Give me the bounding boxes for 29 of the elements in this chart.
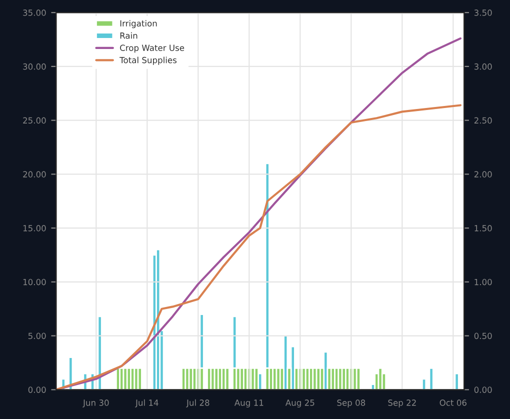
x-tick-label: Aug 25 [285,400,314,408]
y-tick-label: 30.00 [23,63,46,70]
y2-tick-label: 1.50 [474,225,492,232]
x-tick-label: Sep 08 [337,400,366,408]
y-tick-label: 10.00 [23,278,46,286]
x-tick-label: Jul 28 [186,399,210,408]
legend-label: Total Supplies [120,56,177,65]
y-tick-label: 35.00 [23,10,46,16]
x-tick-label: Jun 30 [82,400,109,408]
y-tick-label: 15.00 [23,225,46,232]
legend-label: Rain [120,32,138,39]
y2-tick-label: 2.00 [474,171,492,178]
y2-tick-label: 3.50 [474,10,492,16]
y-tick-label: 20.00 [23,171,46,178]
y2-tick-label: 0.50 [474,332,492,340]
y2-tick-label: 3.00 [474,63,492,70]
y2-tick-label: 1.00 [474,278,492,286]
x-tick-label: Oct 06 [440,400,466,406]
x-tick-label: Jul 14 [135,399,158,408]
x-tick-label: Sep 22 [388,400,416,408]
y2-tick-label: 2.50 [474,117,492,124]
y-tick-label: 0.00 [28,386,46,393]
y2-tick-label: 0.00 [474,386,492,393]
legend-label: Irrigation [120,20,157,28]
y-tick-label: 25.00 [23,117,46,124]
line-series [56,104,462,390]
y-tick-label: 5.00 [28,332,46,340]
x-tick-label: Aug 11 [234,400,264,408]
legend-label: Crop Water Use [120,44,184,53]
